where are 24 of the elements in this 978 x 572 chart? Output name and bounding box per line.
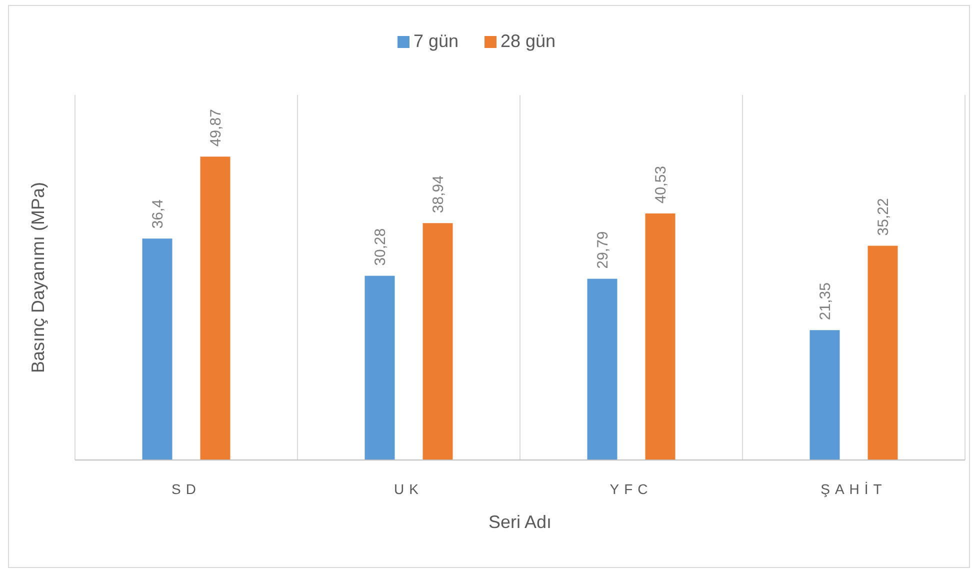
data-label: 21,35 xyxy=(816,282,834,320)
x-axis-title: Seri Adı xyxy=(488,512,552,532)
x-tick-label: YFC xyxy=(610,481,653,497)
data-label: 36,4 xyxy=(149,199,166,229)
x-tick-label: SD xyxy=(172,481,201,497)
bar xyxy=(422,223,453,460)
data-label: 49,87 xyxy=(207,109,224,147)
data-label: 30,28 xyxy=(372,228,389,266)
data-label: 35,22 xyxy=(874,198,892,236)
data-label: 40,53 xyxy=(652,166,670,204)
data-label: 38,94 xyxy=(430,176,447,214)
bar xyxy=(142,238,172,460)
data-label: 29,79 xyxy=(594,231,612,269)
x-tick-label: ŞAHİT xyxy=(820,481,887,497)
legend-label: 7 gün xyxy=(414,30,459,51)
legend-label: 28 gün xyxy=(500,30,556,51)
y-axis-title: Basınç Dayanımı (MPa) xyxy=(28,182,48,374)
bar xyxy=(810,330,840,460)
bar xyxy=(587,278,618,460)
bar xyxy=(645,213,676,460)
bar xyxy=(200,156,230,460)
bar xyxy=(868,246,898,460)
bar xyxy=(364,276,395,460)
x-tick-label: UK xyxy=(394,481,424,497)
